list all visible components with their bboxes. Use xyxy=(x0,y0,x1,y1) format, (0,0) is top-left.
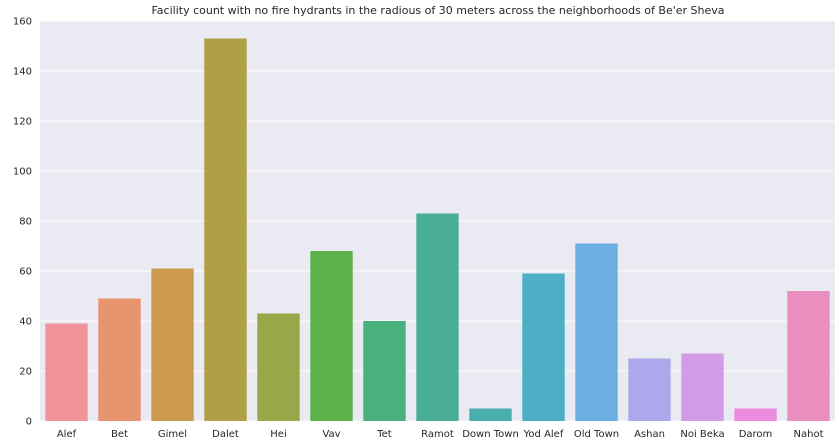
x-tick-label: Darom xyxy=(739,429,773,440)
y-tick-label: 20 xyxy=(19,367,32,378)
y-tick-label: 160 xyxy=(13,17,32,28)
bar-hei xyxy=(257,313,300,421)
x-tick-label: Yod Alef xyxy=(523,429,564,440)
bar-vav xyxy=(310,251,353,421)
x-tick-label: Nahot xyxy=(794,429,824,440)
bar-bet xyxy=(98,298,141,421)
x-tick-label: Ramot xyxy=(421,429,454,440)
bar-alef xyxy=(45,323,88,421)
y-tick-label: 40 xyxy=(19,317,32,328)
x-tick-label: Down Town xyxy=(462,429,519,440)
y-tick-label: 0 xyxy=(26,417,32,428)
y-tick-label: 140 xyxy=(13,67,32,78)
bar-noi-beka xyxy=(681,353,724,421)
x-tick-label: Tet xyxy=(376,429,392,440)
x-tick-label: Noi Beka xyxy=(680,429,724,440)
y-tick-label: 80 xyxy=(19,217,32,228)
bar-old-town xyxy=(575,243,618,421)
x-tick-label: Gimel xyxy=(158,429,187,440)
x-tick-label: Vav xyxy=(322,429,340,440)
x-tick-label: Bet xyxy=(111,429,128,440)
bar-down-town xyxy=(469,408,512,421)
bar-ashan xyxy=(628,358,671,421)
bar-ramot xyxy=(416,213,459,421)
y-axis-ticks: 0 20 40 60 80 100 120 140 160 xyxy=(13,17,32,428)
x-tick-label: Dalet xyxy=(212,429,239,440)
bar-darom xyxy=(734,408,777,421)
chart-title: Facility count with no fire hydrants in … xyxy=(151,4,724,17)
bar-tet xyxy=(363,321,406,421)
y-tick-label: 120 xyxy=(13,117,32,128)
x-tick-label: Ashan xyxy=(634,429,665,440)
x-tick-label: Hei xyxy=(270,429,286,440)
bar-yod-alef xyxy=(522,273,565,421)
bars xyxy=(45,38,830,421)
x-tick-label: Alef xyxy=(57,429,77,440)
bar-gimel xyxy=(151,268,194,421)
y-tick-label: 60 xyxy=(19,267,32,278)
x-tick-label: Old Town xyxy=(574,429,619,440)
bar-nahot xyxy=(787,291,830,421)
bar-dalet xyxy=(204,38,247,421)
x-axis-ticks: Alef Bet Gimel Dalet Hei Vav Tet Ramot Down Town… xyxy=(57,429,824,440)
y-tick-label: 100 xyxy=(13,167,32,178)
